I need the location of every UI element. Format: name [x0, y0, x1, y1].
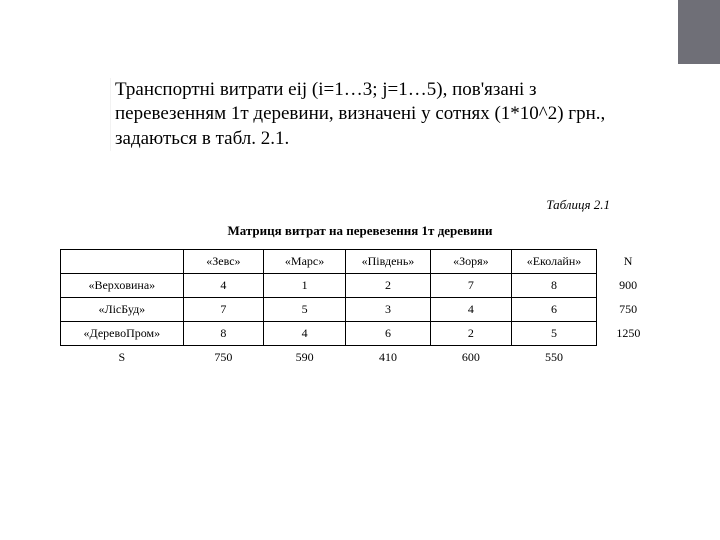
cell: 8 — [511, 274, 596, 298]
s-value: 600 — [430, 346, 511, 370]
s-label: S — [61, 346, 184, 370]
n-value: 900 — [597, 274, 660, 298]
col-header: «Південь» — [345, 250, 430, 274]
cell: 2 — [345, 274, 430, 298]
cell: 4 — [183, 274, 264, 298]
n-header: N — [597, 250, 660, 274]
s-value: 590 — [264, 346, 346, 370]
table-sum-row: S 750 590 410 600 550 — [61, 346, 660, 370]
col-header: «Еколайн» — [511, 250, 596, 274]
header-empty — [61, 250, 184, 274]
col-header: «Зевс» — [183, 250, 264, 274]
cell: 4 — [264, 322, 346, 346]
table-row: «ДеревоПром» 8 4 6 2 5 1250 — [61, 322, 660, 346]
cell: 5 — [511, 322, 596, 346]
cell: 2 — [430, 322, 511, 346]
table-row: «Верховина» 4 1 2 7 8 900 — [61, 274, 660, 298]
cell: 6 — [345, 322, 430, 346]
cost-matrix-table: «Зевс» «Марс» «Південь» «Зоря» «Еколайн»… — [60, 249, 660, 369]
s-value: 750 — [183, 346, 264, 370]
table-label: Таблиця 2.1 — [546, 197, 610, 213]
slide: Транспортні витрати еij (i=1…3; j=1…5), … — [0, 0, 720, 540]
decorative-strip — [678, 0, 720, 64]
cell: 8 — [183, 322, 264, 346]
col-header: «Марс» — [264, 250, 346, 274]
table-title: Матриця витрат на перевезення 1т деревин… — [0, 223, 720, 239]
s-value: 410 — [345, 346, 430, 370]
cell: 7 — [430, 274, 511, 298]
row-header: «ДеревоПром» — [61, 322, 184, 346]
s-empty — [597, 346, 660, 370]
cell: 7 — [183, 298, 264, 322]
row-header: «ЛісБуд» — [61, 298, 184, 322]
row-header: «Верховина» — [61, 274, 184, 298]
n-value: 1250 — [597, 322, 660, 346]
cell: 4 — [430, 298, 511, 322]
cell: 6 — [511, 298, 596, 322]
cell: 1 — [264, 274, 346, 298]
table-header-row: «Зевс» «Марс» «Південь» «Зоря» «Еколайн»… — [61, 250, 660, 274]
cell: 5 — [264, 298, 346, 322]
body-paragraph: Транспортні витрати еij (i=1…3; j=1…5), … — [110, 78, 615, 151]
table-row: «ЛісБуд» 7 5 3 4 6 750 — [61, 298, 660, 322]
s-value: 550 — [511, 346, 596, 370]
cell: 3 — [345, 298, 430, 322]
n-value: 750 — [597, 298, 660, 322]
col-header: «Зоря» — [430, 250, 511, 274]
